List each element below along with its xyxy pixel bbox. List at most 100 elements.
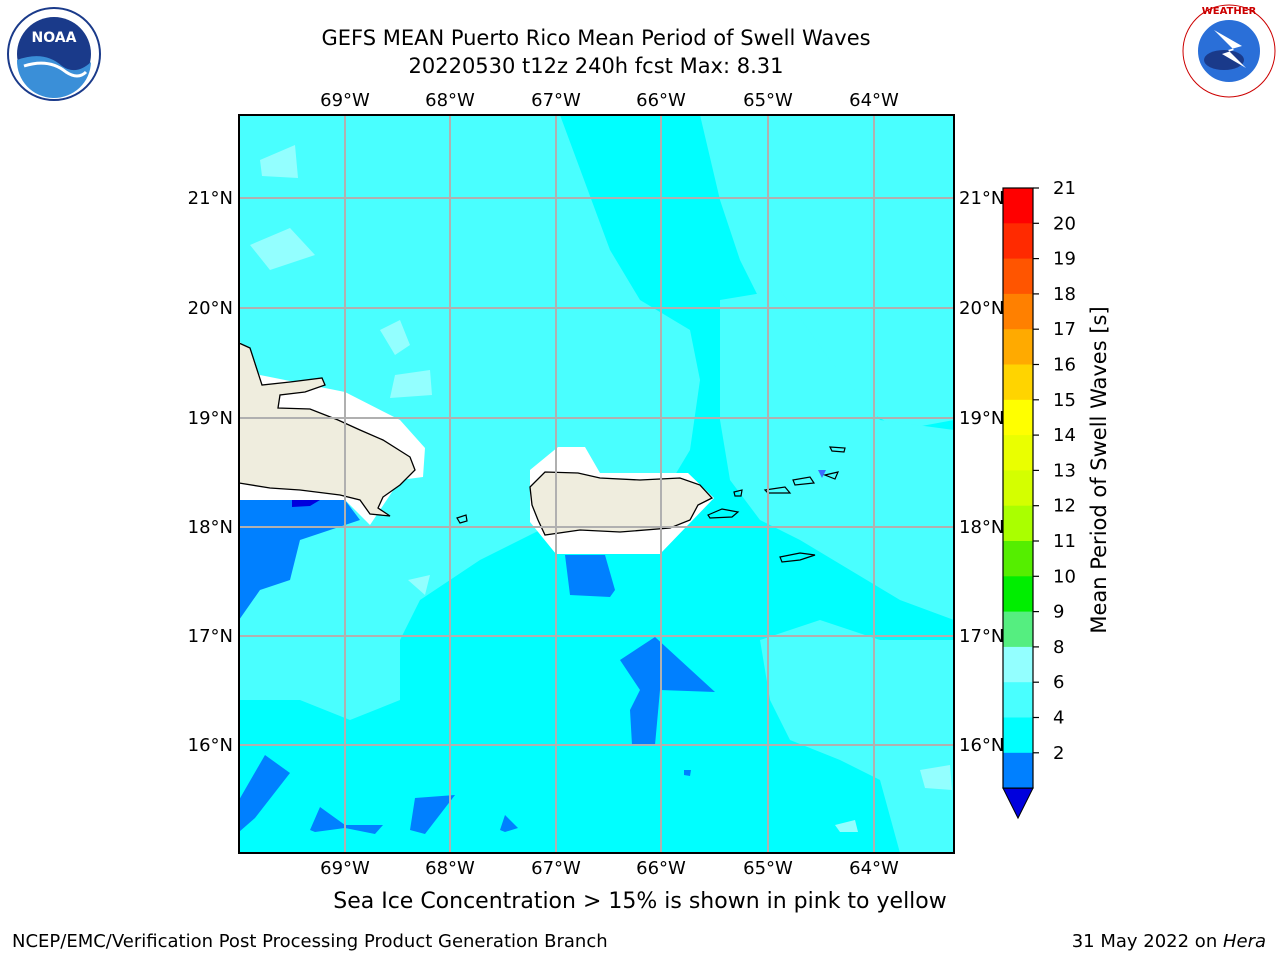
colorbar-segment [1003, 364, 1033, 401]
field-2-4s-west [239, 500, 360, 620]
map-frame [238, 114, 955, 854]
colorbar-frame [1002, 187, 1034, 789]
field-4-6s-channel [560, 115, 660, 250]
field-8-9s-blob [920, 765, 952, 790]
footer-date-text: 31 May 2022 on [1071, 931, 1223, 952]
colorbar-segment [1003, 682, 1033, 718]
colorbar-segment [1003, 223, 1033, 260]
field-2-4s-southwest [310, 807, 383, 834]
field-6-8s-north [700, 115, 954, 430]
lat-labels-right: 21°N 20°N 19°N 18°N 17°N 16°N [959, 188, 1004, 756]
field-6-8s-east [720, 290, 954, 620]
footer-machine: Hera [1222, 931, 1266, 952]
colorbar-tick-label: 17 [1053, 319, 1076, 340]
colorbar-segment [1003, 541, 1033, 577]
lat-label: 18°N [188, 517, 233, 538]
colorbar-segment [1003, 399, 1033, 436]
lon-label: 64°W [849, 90, 899, 111]
lat-labels-left: 21°N 20°N 19°N 18°N 17°N 16°N [188, 188, 233, 756]
hispaniola-land [239, 342, 416, 517]
lon-label: 66°W [636, 858, 686, 879]
colorbar-tick-label: 16 [1053, 355, 1076, 376]
field-8-9s-blob [408, 575, 430, 595]
footer-credit: NCEP/EMC/Verification Post Processing Pr… [12, 931, 608, 952]
field-8-9s-blob [835, 820, 858, 832]
colorbar-tick-label: 2 [1053, 743, 1064, 764]
colorbar-tick-label: 21 [1053, 178, 1076, 199]
field-8-9s-blob [390, 370, 432, 398]
lat-label: 20°N [959, 298, 1004, 319]
colorbar-segment [1003, 435, 1033, 471]
map-subtitle: 20220530 t12z 240h fcst Max: 8.31 [408, 54, 784, 78]
lon-label: 65°W [743, 90, 793, 111]
swell-period-field [239, 115, 954, 853]
culebra-island [733, 489, 743, 497]
colorbar-segment [1003, 576, 1033, 613]
lon-label: 66°W [636, 90, 686, 111]
lon-label: 69°W [320, 90, 370, 111]
vieques-island [707, 508, 740, 519]
colorbar-extend-arrow [1002, 787, 1034, 820]
noaa-logo-text: NOAA [32, 30, 77, 46]
field-2-4s-southwest [239, 755, 290, 832]
lon-label: 69°W [320, 858, 370, 879]
field-2-4s-southwest [410, 795, 455, 834]
colorbar: 21 20 19 18 17 16 15 14 13 12 11 10 9 8 6 4 2 [1002, 178, 1076, 820]
sea-ice-note: Sea Ice Concentration > 15% is shown in … [333, 889, 947, 914]
lat-label: 18°N [959, 517, 1004, 538]
colorbar-segment [1003, 329, 1033, 365]
lon-labels-top: 69°W 68°W 67°W 66°W 65°W 64°W [320, 90, 899, 111]
colorbar-tick-label: 18 [1053, 284, 1076, 305]
lat-label: 20°N [188, 298, 233, 319]
colorbar-label: Mean Period of Swell Waves [s] [1087, 306, 1111, 633]
field-8-9s-blob [250, 228, 315, 270]
lon-label: 68°W [425, 90, 475, 111]
virgin-gorda-island [822, 471, 840, 480]
colorbar-tick-label: 20 [1053, 213, 1076, 234]
lat-label: 21°N [959, 188, 1004, 209]
graticule [239, 115, 954, 853]
colorbar-tick-label: 8 [1053, 637, 1064, 658]
colorbar-tick-label: 4 [1053, 708, 1064, 729]
bvi-islands [792, 476, 816, 486]
puerto-rico-land [529, 471, 714, 536]
colorbar-segment [1003, 258, 1033, 295]
field-8-9s-blob [260, 145, 298, 178]
noaa-logo-icon: NOAA [7, 7, 101, 101]
colorbar-tick-label: 11 [1053, 531, 1076, 552]
colorbar-tick-label: 14 [1053, 425, 1076, 446]
colorbar-segment [1003, 646, 1033, 683]
map-title: GEFS MEAN Puerto Rico Mean Period of Swe… [321, 26, 871, 50]
lat-label: 19°N [959, 408, 1004, 429]
field-2-4s-south-pr [565, 555, 615, 597]
colorbar-segment [1003, 505, 1033, 542]
field-2-4s-dot [684, 770, 691, 776]
lon-label: 67°W [531, 858, 581, 879]
colorbar-segment [1003, 470, 1033, 507]
colorbar-tick-label: 13 [1053, 460, 1076, 481]
colorbar-segment [1003, 611, 1033, 648]
lon-label: 68°W [425, 858, 475, 879]
colorbar-segment [1003, 293, 1033, 330]
footer-date: 31 May 2022 on Hera [1072, 931, 1266, 952]
mona-island [456, 514, 468, 524]
lat-label: 16°N [959, 735, 1004, 756]
colorbar-segment [1003, 188, 1033, 224]
lat-label: 17°N [188, 626, 233, 647]
lat-label: 17°N [959, 626, 1004, 647]
lon-label: 67°W [531, 90, 581, 111]
field-2-4s-south [620, 637, 715, 745]
nws-logo-icon: WEATHER [1182, 4, 1276, 98]
lat-label: 19°N [188, 408, 233, 429]
colorbar-segment [1003, 752, 1033, 789]
colorbar-tick-label: 9 [1053, 602, 1064, 623]
field-under-2s [292, 500, 320, 507]
lon-label: 65°W [743, 858, 793, 879]
colorbar-tick-label: 19 [1053, 249, 1076, 270]
field-8-9s-blob [380, 320, 410, 355]
field-under-2s [818, 470, 826, 478]
lon-label: 64°W [849, 858, 899, 879]
lat-label: 21°N [188, 188, 233, 209]
lat-label: 16°N [188, 735, 233, 756]
